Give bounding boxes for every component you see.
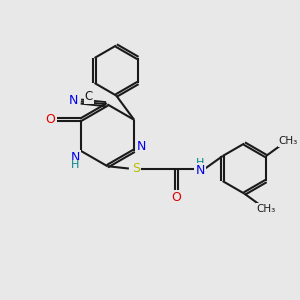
Text: O: O <box>46 113 56 126</box>
Text: H: H <box>71 160 80 170</box>
Text: C: C <box>85 90 93 103</box>
Text: N: N <box>137 140 146 153</box>
Text: S: S <box>132 162 140 175</box>
Text: CH₃: CH₃ <box>257 204 276 214</box>
Text: CH₃: CH₃ <box>278 136 298 146</box>
Text: H: H <box>196 158 204 168</box>
Text: N: N <box>196 164 205 176</box>
Text: O: O <box>172 190 182 204</box>
Text: N: N <box>70 151 80 164</box>
Text: N: N <box>68 94 78 107</box>
